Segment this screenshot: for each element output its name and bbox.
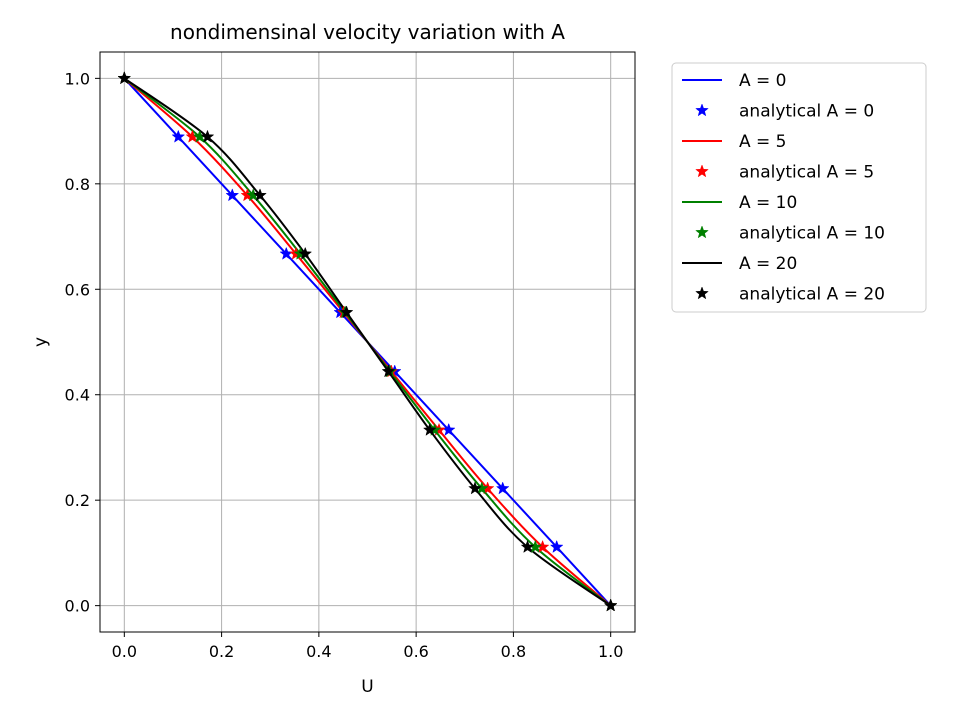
x-tick-label: 0.4 [306,642,331,661]
legend-entry-line-a-10: A = 10 [739,193,797,213]
legend-entry-marker-a-0: analytical A = 0 [739,102,874,122]
y-tick-label: 0.4 [65,386,90,405]
chart-title: nondimensinal velocity variation with A [170,20,565,44]
x-axis-label: U [361,677,373,697]
marker-a-0 [495,481,510,495]
marker-a-20 [422,422,437,436]
plot-frame [99,51,636,633]
marker-a-20 [253,188,267,202]
marker-a-20 [603,598,618,612]
marker-a-20 [468,481,482,495]
marker-a-20 [339,305,354,319]
x-tick-label: 0.0 [112,642,137,661]
legend-entry-line-a-0: A = 0 [739,71,787,91]
legend-marker-swatch [695,164,709,178]
marker-a-20 [117,71,132,85]
x-tick-label: 0.8 [501,642,526,661]
legend-box [671,62,927,313]
legend-marker-swatch [695,225,709,239]
marker-a-20 [200,129,215,143]
y-tick-label: 0.2 [65,491,90,510]
legend-entry-marker-a-20: analytical A = 20 [739,285,885,305]
x-tick-label: 0.6 [403,642,428,661]
y-tick-label: 0.8 [65,175,90,194]
x-tick-label: 1.0 [598,642,623,661]
legend-marker-swatch [695,286,709,300]
legend-entry-line-a-5: A = 5 [739,132,787,152]
legend-entry-line-a-20: A = 20 [739,254,797,274]
legend-entry-marker-a-10: analytical A = 10 [739,224,885,244]
marker-a-0 [225,188,240,202]
grid [100,52,635,632]
x-tick-label: 0.2 [209,642,234,661]
ticks: 0.0 0.2 0.4 0.6 0.8 1.0 0.0 0.2 0.4 0.6 0.8 1.0 [65,69,624,661]
y-axis-label: y [31,337,51,347]
y-tick-label: 0.0 [65,597,90,616]
legend-marker-swatch [695,103,709,117]
marker-a-0 [171,129,186,143]
legend: A = 0 analytical A = 0 A = 5 analytical A =… [671,62,927,313]
marker-a-0 [549,539,564,553]
legend-entry-marker-a-5: analytical A = 5 [739,163,874,183]
series-layer [117,71,618,612]
y-tick-label: 0.6 [65,280,90,299]
marker-a-20 [381,364,396,378]
series-line-a-20 [123,77,612,607]
marker-a-20 [298,246,313,260]
marker-a-20 [520,539,535,553]
y-tick-label: 1.0 [65,69,90,88]
